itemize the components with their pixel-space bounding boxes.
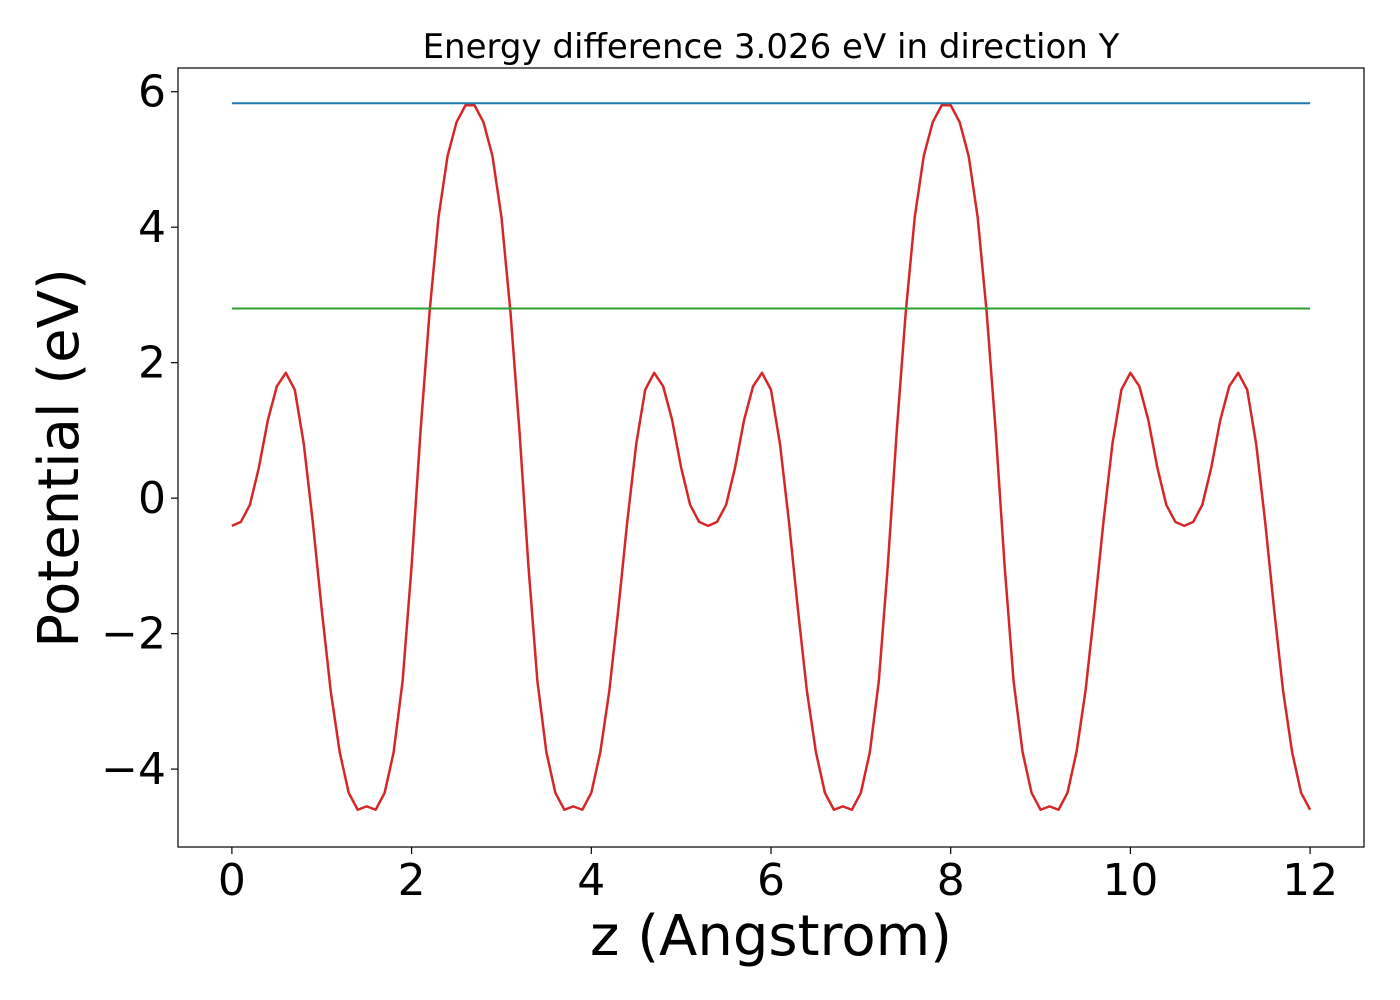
y-tick-label: 6 [138,67,166,118]
x-tick-label: 10 [1102,855,1158,906]
y-tick-label: 4 [138,202,166,253]
x-axis-title: z (Angstrom) [590,904,952,969]
x-axis: 0 2 4 6 8 10 12 [218,847,1338,906]
chart-title: Energy difference 3.026 eV in direction … [423,27,1120,67]
plot-area [177,67,1365,848]
y-tick-label: −4 [101,744,166,795]
y-axis: −4 −2 0 2 4 6 [101,67,178,795]
y-tick-label: 2 [138,338,166,389]
y-tick-label: 0 [138,473,166,524]
x-tick-label: 6 [757,855,785,906]
x-tick-label: 4 [577,855,605,906]
y-axis-title: Potential (eV) [27,268,92,648]
y-tick-label: −2 [101,609,166,660]
series-line-0 [231,104,1312,811]
x-tick-label: 8 [937,855,965,906]
x-tick-label: 2 [398,855,426,906]
x-tick-label: 0 [218,855,246,906]
x-tick-label: 12 [1282,855,1338,906]
plot-frame [177,67,1365,848]
